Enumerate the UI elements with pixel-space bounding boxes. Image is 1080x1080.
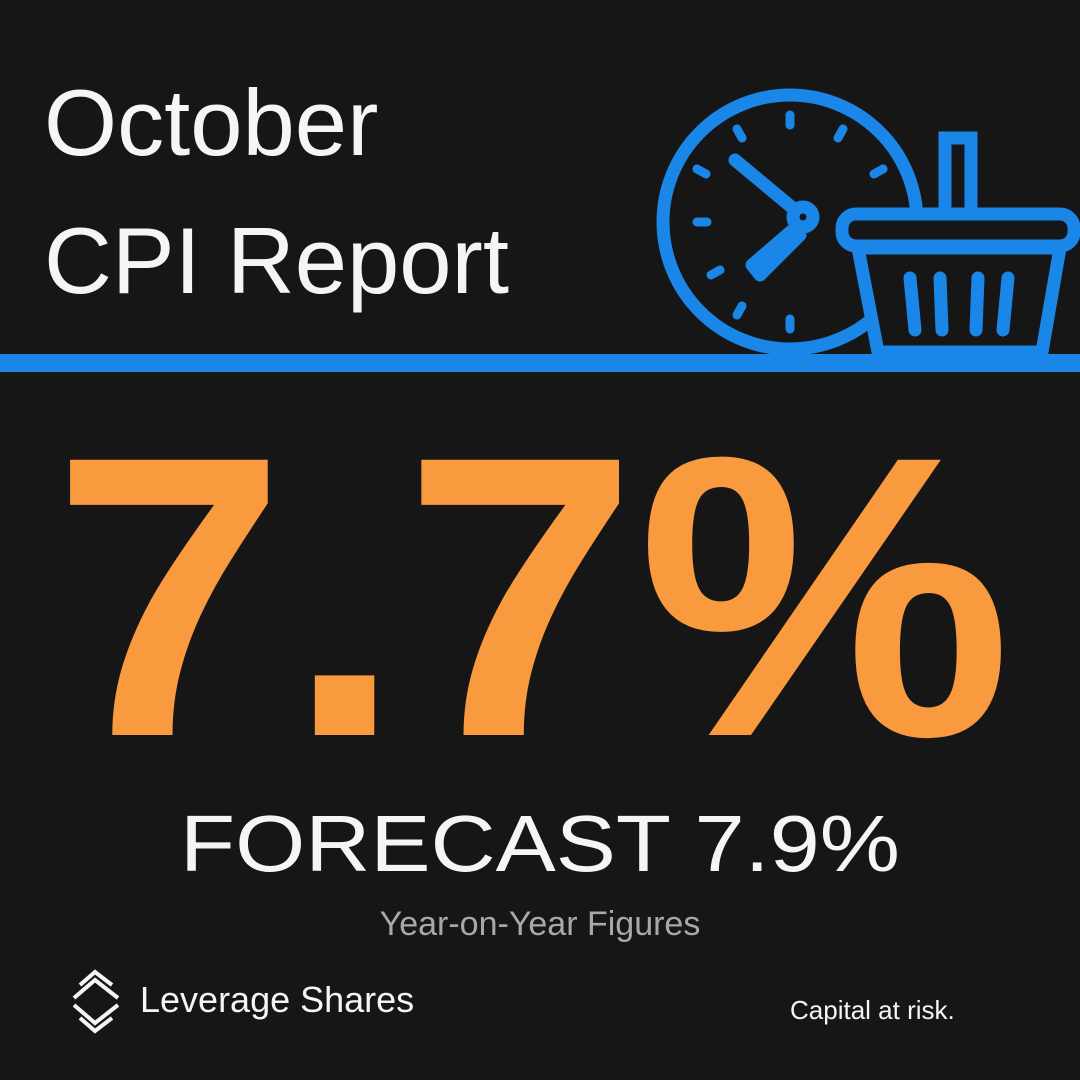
basket-slats	[903, 271, 1015, 337]
clock-icon	[656, 88, 924, 356]
clock-ticks	[692, 110, 888, 334]
brand-name: Leverage Shares	[140, 979, 414, 1020]
clock-pivot	[786, 200, 820, 234]
basket-icon	[835, 131, 1080, 359]
clock-hand	[745, 221, 807, 282]
divider	[0, 354, 1080, 372]
forecast: FORECAST 7.9%	[180, 799, 900, 888]
basket-body	[851, 241, 1067, 359]
headline-figure: 7.7%	[52, 373, 1012, 820]
brand-logo	[72, 969, 120, 1034]
title-line: CPI Report	[44, 208, 509, 313]
basket-rim	[835, 207, 1080, 253]
subtitle: Year-on-Year Figures	[380, 905, 701, 943]
clock-hand	[728, 153, 802, 217]
disclaimer: Capital at risk.	[790, 995, 955, 1025]
title-line: October	[44, 70, 378, 175]
